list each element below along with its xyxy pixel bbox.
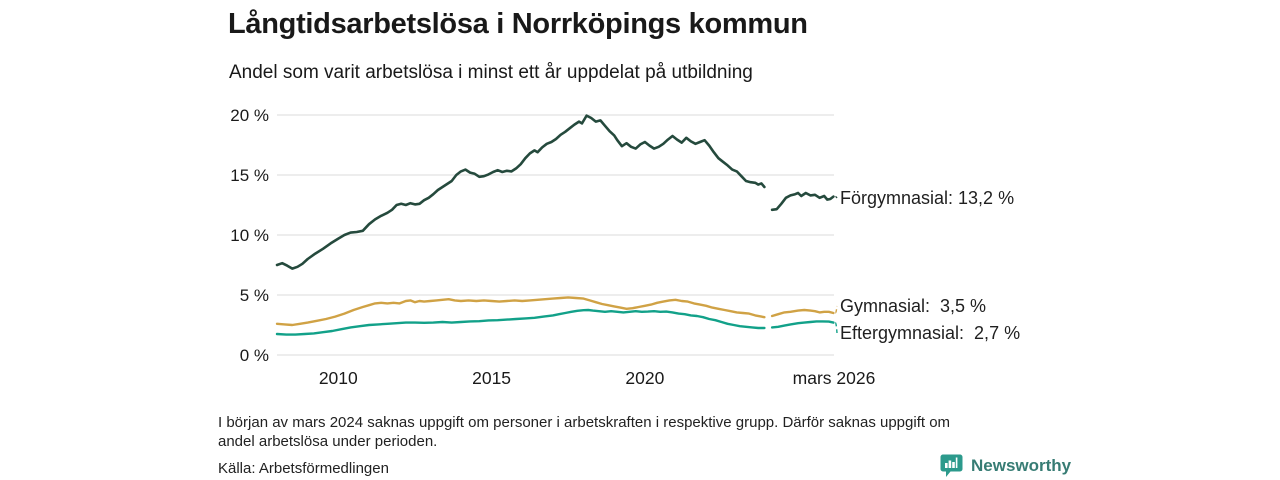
- newsworthy-wordmark: Newsworthy: [971, 456, 1072, 475]
- x-tick-label: 2015: [472, 368, 511, 388]
- series-line-gymnasial: [275, 296, 766, 327]
- x-tick-label: 2020: [625, 368, 664, 388]
- series-line-eftergymnasial: [770, 320, 835, 329]
- legend-label-forgymnasial: Förgymnasial: 13,2 %: [840, 188, 1015, 208]
- legend-label-gymnasial: Gymnasial: 3,5 %: [840, 296, 987, 316]
- footnote: I början av mars 2024 saknas uppgift om …: [218, 414, 1118, 451]
- source-credit: Källa: Arbetsförmedlingen: [218, 460, 389, 477]
- y-tick-label: 20 %: [230, 106, 269, 125]
- footnote-line2: andel arbetslösa under perioden.: [218, 432, 438, 450]
- x-tick-label: 2010: [319, 368, 358, 388]
- y-tick-label: 5 %: [240, 286, 269, 305]
- series-line-eftergymnasial: [275, 308, 766, 336]
- legend-connector-förgymnasial: [835, 195, 838, 199]
- bar-chart-bubble-icon: [940, 454, 963, 477]
- chart-subtitle: Andel som varit arbetslösa i minst ett å…: [229, 62, 753, 83]
- y-tick-label: 0 %: [240, 346, 269, 365]
- x-tick-label: mars 2026: [793, 368, 876, 388]
- footnote-line1: I början av mars 2024 saknas uppgift om …: [218, 414, 951, 431]
- legend-connector-eftergymnasial: [834, 321, 838, 334]
- newsworthy-brand: Newsworthy: [940, 454, 1071, 478]
- series-line-förgymnasial: [770, 191, 835, 212]
- series-line-gymnasial: [770, 308, 835, 318]
- series-line-förgymnasial: [275, 114, 766, 270]
- legend-connector-gymnasial: [835, 305, 838, 314]
- y-tick-label: 15 %: [230, 166, 269, 185]
- y-tick-label: 10 %: [230, 226, 269, 245]
- chart-title: Långtidsarbetslösa i Norrköpings kommun: [228, 8, 808, 40]
- legend-label-eftergymnasial: Eftergymnasial: 2,7 %: [840, 323, 1021, 343]
